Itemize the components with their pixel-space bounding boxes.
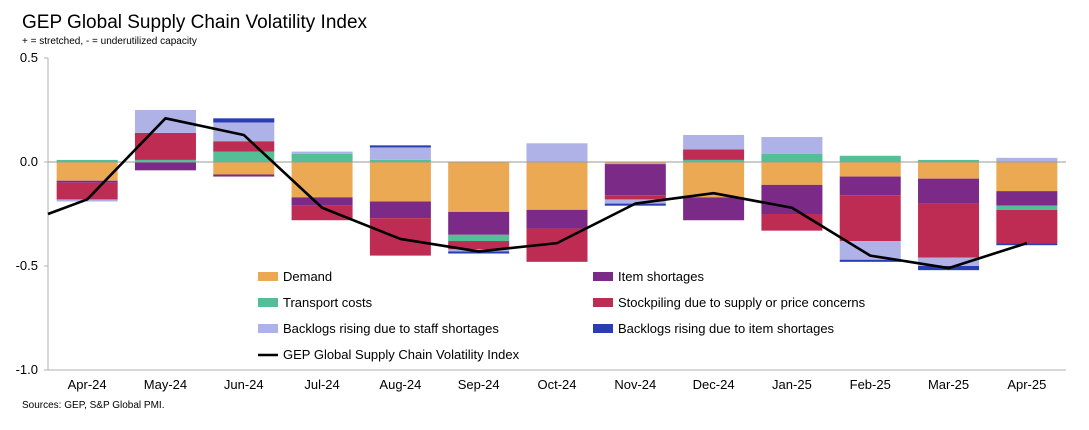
x-tick-label: Oct-24 — [537, 377, 576, 392]
bar-segment — [291, 205, 353, 221]
bar-segment — [918, 162, 980, 179]
bar-segment — [683, 159, 745, 162]
legend-label: Stockpiling due to supply or price conce… — [618, 295, 866, 310]
bar-segment — [213, 174, 275, 177]
bar-segment — [918, 257, 980, 266]
bar-segment — [604, 164, 666, 196]
y-tick-label: 0.0 — [20, 154, 38, 169]
bar-segment — [291, 151, 353, 154]
bar-segment — [291, 162, 353, 198]
bar-segment — [56, 182, 118, 200]
bar-segment — [448, 211, 510, 235]
bar-segment — [134, 132, 196, 160]
bar-segment — [369, 218, 431, 256]
bar-segment — [918, 159, 980, 162]
bar-segment — [839, 155, 901, 162]
bar-segment — [604, 195, 666, 200]
x-tick-label: Dec-24 — [693, 377, 735, 392]
y-tick-label: -0.5 — [16, 258, 38, 273]
legend-label: Backlogs rising due to item shortages — [618, 321, 835, 336]
bar-segment — [996, 191, 1058, 206]
legend-label: Transport costs — [283, 295, 373, 310]
bar-segment — [683, 134, 745, 150]
legend-swatch — [258, 272, 278, 281]
x-tick-label: Aug-24 — [379, 377, 421, 392]
bar-segment — [369, 162, 431, 202]
bar-segment — [56, 162, 118, 181]
x-tick-label: Jun-24 — [224, 377, 264, 392]
bar-segment — [448, 241, 510, 250]
bar-segment — [761, 153, 823, 162]
index-line — [47, 117, 1028, 270]
bar-segment — [761, 137, 823, 154]
bar-segment — [213, 118, 275, 123]
x-tick-label: Apr-25 — [1007, 377, 1046, 392]
bar-segment — [996, 157, 1058, 162]
source-note: Sources: GEP, S&P Global PMI. — [22, 400, 165, 411]
legend-label: Item shortages — [618, 269, 704, 284]
legend-label: GEP Global Supply Chain Volatility Index — [283, 347, 520, 362]
x-tick-label: May-24 — [144, 377, 187, 392]
legend-swatch — [593, 298, 613, 307]
bar-segment — [839, 176, 901, 196]
chart-title: GEP Global Supply Chain Volatility Index — [22, 12, 368, 33]
bar-segment — [213, 162, 275, 175]
bar-segment — [839, 259, 901, 262]
bar-segment — [918, 178, 980, 204]
bar-segment — [683, 162, 745, 198]
bar-segment — [526, 162, 588, 210]
bar-segment — [604, 199, 666, 204]
bar-segment — [291, 153, 353, 162]
bar-segment — [134, 159, 196, 162]
x-tick-label: Jan-25 — [772, 377, 812, 392]
bar-segment — [604, 162, 666, 165]
bar-segment — [369, 145, 431, 148]
bar-segment — [213, 122, 275, 142]
bar-segment — [839, 195, 901, 242]
legend-swatch — [593, 272, 613, 281]
y-tick-label: 0.5 — [20, 50, 38, 65]
bar-segment — [448, 234, 510, 242]
chart-subtitle: + = stretched, - = underutilized capacit… — [22, 36, 197, 47]
y-tick-label: -1.0 — [16, 362, 38, 377]
legend-label: Backlogs rising due to staff shortages — [283, 321, 499, 336]
x-tick-label: Jul-24 — [304, 377, 339, 392]
bar-segment — [56, 159, 118, 162]
x-tick-label: Mar-25 — [928, 377, 969, 392]
legend-swatch — [258, 298, 278, 307]
x-tick-label: Apr-24 — [68, 377, 107, 392]
bar-segment — [56, 180, 118, 183]
bar-segment — [134, 162, 196, 171]
bar-segment — [369, 147, 431, 160]
bar-segment — [761, 162, 823, 185]
x-tick-label: Sep-24 — [458, 377, 500, 392]
bar-segment — [369, 201, 431, 219]
bar-segment — [213, 151, 275, 162]
x-tick-label: Feb-25 — [850, 377, 891, 392]
bar-segment — [369, 159, 431, 162]
legend-swatch — [258, 324, 278, 333]
bar-segment — [213, 141, 275, 152]
legend-label: Demand — [283, 269, 332, 284]
bar-segment — [526, 143, 588, 162]
bar-segment — [996, 162, 1058, 192]
bar-segment — [996, 209, 1058, 244]
bar-segment — [683, 149, 745, 160]
bar-segment — [761, 184, 823, 214]
bar-segment — [526, 209, 588, 229]
bar-segment — [291, 197, 353, 206]
bar-segment — [448, 162, 510, 212]
bar-segment — [134, 110, 196, 133]
legend-swatch — [593, 324, 613, 333]
bar-segment — [918, 203, 980, 258]
x-tick-label: Nov-24 — [614, 377, 656, 392]
bar-segment — [839, 162, 901, 177]
bar-segment — [683, 197, 745, 221]
bar-segment — [996, 205, 1058, 210]
